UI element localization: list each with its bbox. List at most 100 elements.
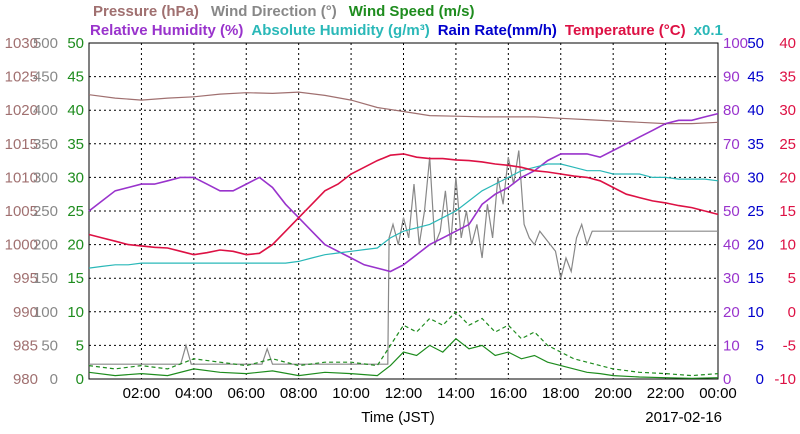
tick-temperature: 5	[788, 270, 796, 287]
tick-pressure: 1005	[5, 203, 38, 220]
x-tick-label: 14:00	[437, 385, 475, 402]
x-axis-label: Time (JST)	[361, 409, 435, 426]
tick-wind_speed: 50	[67, 35, 84, 52]
tick-wind_direction: 100	[33, 304, 58, 321]
tick-rain_rate: 25	[747, 203, 764, 220]
tick-rain_rate: 30	[747, 169, 764, 186]
x-tick-label: 02:00	[123, 385, 161, 402]
tick-rain_rate: 20	[747, 237, 764, 254]
date-label: 2017-02-16	[645, 409, 722, 426]
x-tick-label: 06:00	[227, 385, 265, 402]
legend-wind_speed: Wind Speed (m/s)	[349, 3, 475, 20]
tick-wind_speed: 20	[67, 237, 84, 254]
tick-rain_rate: 5	[756, 337, 764, 354]
tick-wind_direction: 450	[33, 69, 58, 86]
tick-humidity: 90	[723, 69, 740, 86]
series-line-pressure	[88, 91, 719, 125]
legend-temperature: Temperature (°C)	[565, 22, 686, 39]
tick-pressure: 1000	[5, 237, 38, 254]
tick-humidity: 10	[723, 337, 740, 354]
tick-wind_direction: 200	[33, 237, 58, 254]
tick-wind_direction: 500	[33, 35, 58, 52]
series-line-wind_speed	[88, 337, 719, 379]
tick-humidity: 80	[723, 102, 740, 119]
series-layer	[88, 91, 719, 379]
tick-temperature: 0	[788, 304, 796, 321]
series-line-wind_direction	[89, 150, 718, 365]
tick-wind_speed: 25	[67, 203, 84, 220]
tick-humidity: 0	[723, 371, 731, 388]
tick-humidity: 50	[723, 203, 740, 220]
tick-temperature: 40	[779, 35, 796, 52]
tick-pressure: 985	[13, 337, 38, 354]
grid	[89, 43, 718, 379]
series-line-wind_gust	[88, 310, 719, 377]
tick-pressure: 995	[13, 270, 38, 287]
tick-temperature: 15	[779, 203, 796, 220]
tick-rain_rate: 0	[756, 371, 764, 388]
tick-pressure: 1030	[5, 35, 38, 52]
legend-row-2: Relative Humidity (%) Absolute Humidity (…	[90, 22, 723, 39]
tick-temperature: 30	[779, 102, 796, 119]
tick-humidity: 60	[723, 169, 740, 186]
x-tick-label: 22:00	[647, 385, 685, 402]
tick-rain_rate: 40	[747, 102, 764, 119]
series-line-temperature	[88, 153, 719, 256]
x-tick-label: 12:00	[385, 385, 423, 402]
tick-pressure: 1025	[5, 69, 38, 86]
tick-humidity: 100	[723, 35, 748, 52]
legend-row-1: Pressure (hPa) Wind Direction (°) Wind Spe…	[93, 3, 474, 20]
tick-rain_rate: 10	[747, 304, 764, 321]
legend-pressure: Pressure (hPa)	[93, 3, 199, 20]
tick-wind_speed: 15	[67, 270, 84, 287]
tick-wind_direction: 400	[33, 102, 58, 119]
tick-pressure: 1010	[5, 169, 38, 186]
tick-humidity: 30	[723, 270, 740, 287]
x-tick-label: 04:00	[175, 385, 213, 402]
tick-wind_speed: 35	[67, 136, 84, 153]
tick-temperature: 20	[779, 169, 796, 186]
tick-wind_direction: 50	[41, 337, 58, 354]
right-axes: 0102030405060708090100051015202530354045…	[723, 35, 796, 388]
tick-wind_speed: 10	[67, 304, 84, 321]
legend-wind_direction: Wind Direction (°)	[211, 3, 337, 20]
tick-humidity: 40	[723, 237, 740, 254]
tick-wind_speed: 40	[67, 102, 84, 119]
legend-abs_factor: x0.1	[694, 22, 723, 39]
series-line-abs_humidity	[88, 163, 719, 269]
tick-pressure: 1020	[5, 102, 38, 119]
tick-rain_rate: 50	[747, 35, 764, 52]
tick-wind_direction: 0	[50, 371, 58, 388]
x-tick-label: 10:00	[332, 385, 370, 402]
tick-rain_rate: 45	[747, 69, 764, 86]
legend-rain_rate: Rain Rate(mm/h)	[438, 22, 557, 39]
tick-pressure: 990	[13, 304, 38, 321]
tick-wind_speed: 30	[67, 169, 84, 186]
tick-rain_rate: 35	[747, 136, 764, 153]
x-tick-label: 00:00	[699, 385, 737, 402]
legend-humidity: Relative Humidity (%)	[90, 22, 243, 39]
series-line-humidity	[88, 112, 719, 273]
x-axis: 02:00 04:00 06:00 08:00 10:00 12:00 14:00 16:00…	[123, 385, 737, 402]
tick-temperature: 25	[779, 136, 796, 153]
tick-temperature: -5	[783, 337, 796, 354]
tick-wind_direction: 300	[33, 169, 58, 186]
tick-temperature: 35	[779, 69, 796, 86]
tick-wind_direction: 250	[33, 203, 58, 220]
tick-rain_rate: 15	[747, 270, 764, 287]
x-tick-label: 08:00	[280, 385, 318, 402]
tick-pressure: 1015	[5, 136, 38, 153]
x-tick-label: 20:00	[594, 385, 632, 402]
left-axes: 9809859909951000100510101015102010251030…	[5, 35, 84, 388]
tick-wind_direction: 150	[33, 270, 58, 287]
tick-humidity: 70	[723, 136, 740, 153]
tick-pressure: 980	[13, 371, 38, 388]
tick-wind_speed: 45	[67, 69, 84, 86]
tick-wind_speed: 0	[76, 371, 84, 388]
legend-abs_humidity: Absolute Humidity (g/m³)	[251, 22, 429, 39]
x-tick-label: 18:00	[542, 385, 580, 402]
x-tick-label: 16:00	[490, 385, 528, 402]
tick-humidity: 20	[723, 304, 740, 321]
tick-wind_direction: 350	[33, 136, 58, 153]
